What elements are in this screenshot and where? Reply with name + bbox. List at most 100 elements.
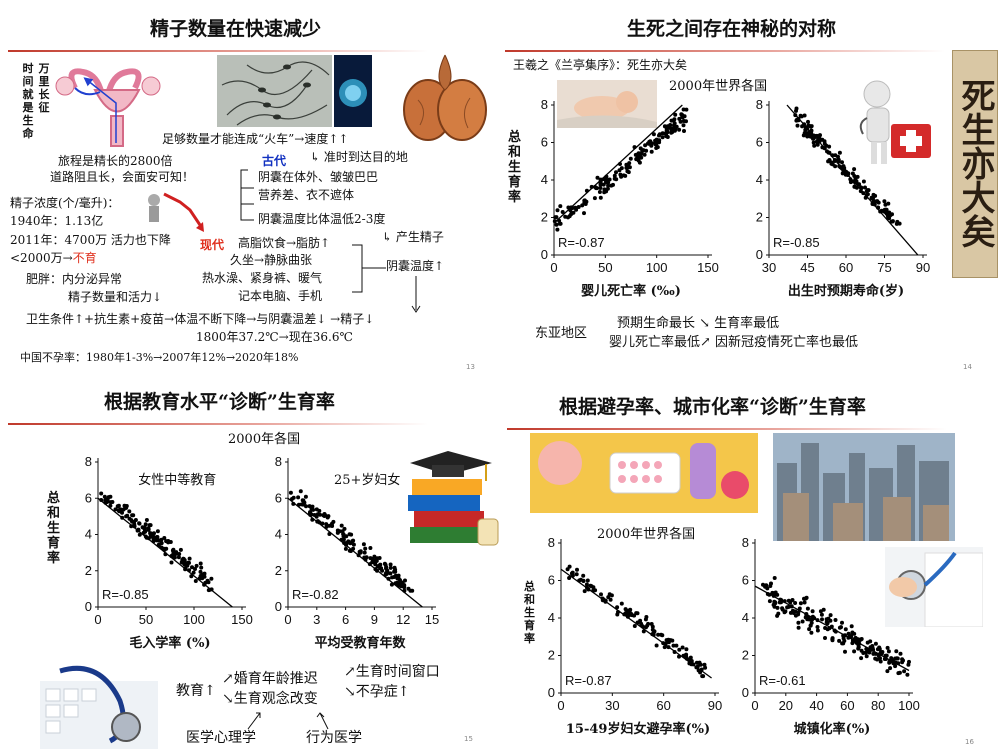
- scatter-point: [665, 130, 670, 135]
- scatter-point: [840, 620, 844, 625]
- scatter-point: [659, 632, 664, 637]
- scatter-point: [905, 672, 910, 677]
- scatter-point: [331, 519, 336, 524]
- scatter-point: [595, 175, 600, 180]
- text-ontime: ↳ 准时到达目的地: [310, 150, 408, 164]
- text-a2: 营养差、衣不遮体: [258, 188, 355, 202]
- x-tick-label: 100: [183, 612, 205, 627]
- scatter-point: [116, 503, 121, 508]
- page-number: 16: [965, 738, 974, 746]
- scatter-point: [818, 609, 823, 614]
- r-value-label: R=-0.85: [773, 235, 820, 250]
- scatter-point: [390, 575, 395, 580]
- trend-line: [287, 497, 423, 608]
- scatter-point: [108, 500, 113, 505]
- scatter-point: [822, 139, 827, 144]
- x-tick-label: 0: [550, 260, 557, 275]
- text-education: 教育↑: [176, 683, 216, 699]
- scatter-point: [840, 171, 845, 176]
- scatter-point: [362, 550, 367, 555]
- scatter-point: [780, 607, 785, 612]
- scatter-point: [702, 662, 707, 667]
- scatter-point: [902, 669, 907, 674]
- scatter-point: [863, 185, 867, 190]
- scatter-point: [872, 199, 877, 204]
- y-tick-label: 0: [541, 247, 548, 262]
- scatter-point: [833, 153, 838, 158]
- bracket-modern: [352, 244, 386, 293]
- scatter-point: [601, 182, 606, 187]
- scatter-point: [615, 605, 620, 610]
- scatter-point: [638, 618, 643, 623]
- scatter-point: [765, 586, 770, 591]
- scatter-point: [810, 609, 815, 614]
- text-infertile: 不育: [72, 251, 97, 265]
- scatter-point: [678, 119, 683, 124]
- scatter-point: [373, 562, 378, 567]
- scatter-point: [398, 578, 402, 583]
- text-cause-2: ↘生育观念改变: [222, 691, 318, 707]
- scatter-point: [896, 671, 901, 676]
- x-tick-label: 15: [425, 612, 439, 627]
- scatter-point: [823, 636, 827, 640]
- x-tick-label: 50: [139, 612, 153, 627]
- scatter-point: [786, 598, 791, 603]
- text-a3: 阴囊温度比体温低2-3度: [258, 212, 386, 226]
- scatter-point: [198, 561, 203, 566]
- scatter-point: [815, 628, 820, 633]
- baby-image: [557, 80, 657, 128]
- scatter-point: [684, 647, 689, 652]
- scatter-point: [698, 662, 703, 667]
- scatter-point: [604, 189, 609, 194]
- scatter-point: [619, 601, 624, 606]
- scatter-point: [651, 132, 656, 137]
- y-tick-label: 6: [742, 573, 749, 588]
- scatter-point: [576, 205, 581, 209]
- x-tick-label: 60: [656, 698, 670, 713]
- scatter-point: [882, 199, 887, 204]
- scatter-point: [672, 128, 677, 133]
- scatter-point: [116, 508, 121, 513]
- scatter-point: [597, 190, 602, 194]
- trend-line: [553, 104, 683, 224]
- x-tick-label: 0: [557, 698, 564, 713]
- y-tick-label: 6: [275, 490, 282, 505]
- scatter-point: [817, 135, 822, 140]
- y-tick-label: 8: [85, 454, 92, 469]
- scatter-point: [873, 193, 878, 198]
- scatter-point: [176, 555, 181, 560]
- scatter-point: [872, 202, 877, 207]
- y-tick-label: 2: [85, 563, 92, 578]
- scatter-point: [655, 145, 660, 150]
- scatter-point: [406, 586, 411, 591]
- scatter-point: [368, 546, 373, 550]
- x-tick-label: 40: [809, 698, 823, 713]
- chart-inner-title: 25+岁妇女: [334, 472, 400, 488]
- chart-inner-title: 女性中等教育: [138, 472, 216, 488]
- scatter-point: [907, 659, 911, 664]
- scatter-point: [368, 556, 373, 561]
- scatter-point: [807, 617, 812, 622]
- y-axis-label: 总和生育率: [524, 580, 535, 645]
- y-tick-label: 6: [85, 490, 92, 505]
- scatter-point: [178, 547, 183, 552]
- scatter-point: [298, 489, 303, 494]
- scatter-point: [785, 605, 790, 610]
- text-concentration: 精子浓度(个/毫升)：: [10, 196, 120, 210]
- label-east-asia: 东亚地区: [535, 326, 588, 341]
- scatter-point: [357, 549, 362, 554]
- doctor-stethoscope-image: [885, 547, 983, 627]
- scatter-point: [376, 563, 381, 568]
- scatter-point: [392, 565, 397, 570]
- title-underline: [505, 50, 945, 52]
- y-tick-label: 6: [541, 135, 548, 150]
- scatter-point: [878, 656, 882, 661]
- x-tick-label: 50: [598, 260, 612, 275]
- scatter-point: [657, 140, 662, 145]
- scatter-point: [388, 565, 393, 570]
- scatter-point: [674, 643, 679, 648]
- scatter-point: [801, 133, 806, 138]
- scatter-point: [878, 650, 883, 655]
- y-tick-label: 2: [275, 563, 282, 578]
- scatter-point: [856, 646, 861, 651]
